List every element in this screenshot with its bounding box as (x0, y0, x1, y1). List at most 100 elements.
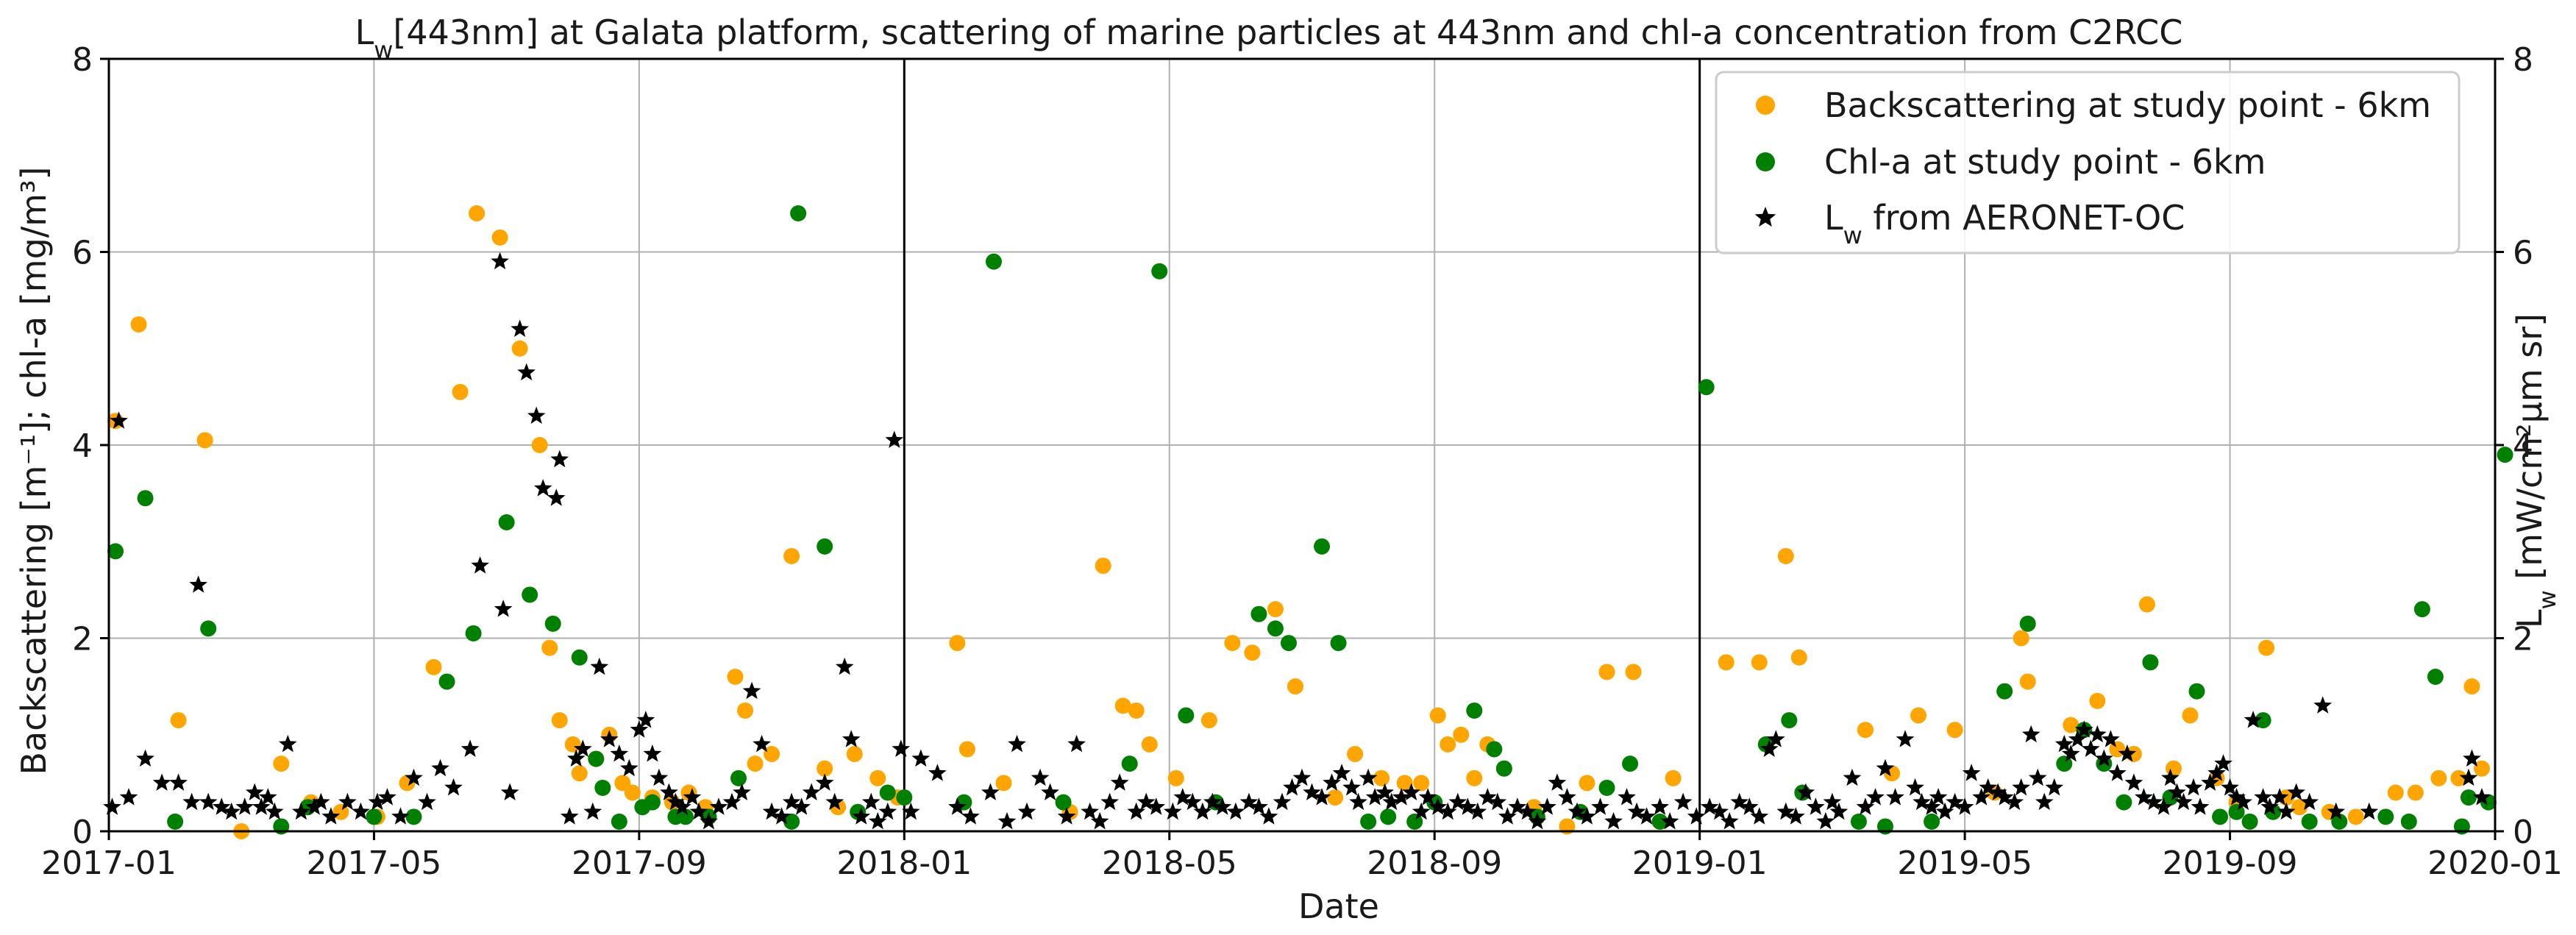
chart-title: Lw[443nm] at Galata platform, scattering… (355, 13, 2183, 64)
x-tick-label: 2019-05 (1897, 845, 2032, 882)
backscattering-point (869, 769, 886, 786)
lw-point (1081, 802, 1099, 820)
lw-point (1203, 792, 1222, 811)
lw-point (1627, 802, 1646, 820)
lw-point (825, 792, 844, 811)
data-layer (103, 205, 2513, 839)
series-chla (107, 205, 2513, 835)
legend-marker-lw (1754, 207, 1776, 227)
lw-point (1250, 797, 1268, 815)
lw-point (1687, 807, 1706, 825)
lw-point (802, 783, 821, 800)
lw-point (1498, 807, 1517, 825)
legend-label-lw: Lw from AERONET-OC (1824, 198, 2185, 249)
backscattering-point (1200, 712, 1217, 729)
chla-point (1598, 779, 1615, 796)
x-tick-label: 2018-05 (1102, 845, 1237, 882)
legend-label-lw-subscript: w (1843, 221, 1862, 249)
lw-point (2082, 739, 2100, 757)
lw-point (2088, 725, 2107, 743)
lw-point (1067, 734, 1086, 753)
chla-point (1651, 813, 1668, 830)
lw-point (1508, 797, 1527, 815)
lw-point (636, 711, 655, 728)
lw-point (378, 788, 396, 806)
chla-point (200, 620, 217, 637)
lw-point (660, 783, 678, 800)
lw-point (312, 792, 330, 811)
lw-point (1962, 764, 1981, 781)
chla-point (2400, 813, 2417, 830)
lw-point (2277, 802, 2296, 820)
lw-point (892, 739, 911, 757)
legend-marker-chla (1756, 152, 1775, 171)
backscattering-point (2165, 760, 2182, 777)
lw-point (136, 749, 154, 767)
chla-point (522, 586, 538, 603)
lw-point (815, 773, 834, 791)
backscattering-point (1665, 769, 1682, 786)
lw-point (500, 783, 519, 800)
backscattering-point (949, 635, 966, 652)
chla-point (1250, 605, 1267, 622)
lw-point (321, 807, 341, 825)
lw-point (1283, 778, 1301, 796)
lw-point (1041, 783, 1059, 800)
lw-point (2074, 720, 2093, 738)
lw-point (835, 657, 854, 675)
x-tick-label: 2017-09 (572, 845, 707, 882)
backscattering-point (1857, 722, 1874, 739)
y-tick-label-left: 2 (72, 621, 93, 658)
lw-point (997, 811, 1017, 830)
lw-point (510, 319, 530, 337)
lw-point (182, 792, 201, 811)
lw-point (1922, 797, 1941, 815)
backscattering-point (1429, 707, 1446, 724)
chla-point (1267, 620, 1284, 637)
backscattering-point (2347, 808, 2364, 825)
chla-point (1466, 702, 1483, 719)
backscattering-point (196, 432, 213, 449)
series-lw (103, 252, 2491, 830)
backscattering-point (1413, 775, 1430, 792)
backscattering-point (551, 712, 568, 729)
backscattering-point (2407, 784, 2424, 801)
lw-point (1710, 802, 1729, 820)
lw-point (961, 807, 980, 825)
lw-point (2327, 802, 2346, 820)
y-axis-left-ticks: 0 2 4 6 8 (72, 41, 109, 851)
lw-point (928, 764, 947, 781)
lw-point (1604, 811, 1623, 830)
chla-point (816, 538, 833, 555)
lw-point (110, 411, 128, 429)
chla-point (2255, 712, 2271, 729)
lw-point (1766, 730, 1785, 747)
lw-point (1349, 792, 1367, 811)
lw-point (666, 792, 685, 811)
lw-point (460, 739, 480, 757)
lw-point (1740, 797, 1759, 815)
lw-point (352, 802, 370, 820)
lw-point (1876, 758, 1895, 777)
chla-point (544, 615, 561, 632)
lw-point (2035, 792, 2054, 811)
lw-point (733, 783, 751, 800)
backscattering-point (2430, 769, 2447, 786)
backscattering-point (1625, 664, 1642, 680)
backscattering-point (130, 316, 147, 333)
lw-point (620, 758, 638, 777)
lw-point (752, 734, 771, 753)
lw-point (212, 797, 231, 815)
chla-point (2377, 808, 2394, 825)
backscattering-point (1910, 707, 1927, 724)
legend-label-lw-prefix: L (1824, 198, 1843, 238)
lw-point (1700, 797, 1719, 815)
lw-point (2045, 778, 2064, 796)
lw-point (1418, 788, 1437, 806)
y-axis-label-left: Backscattering [m⁻¹]; chl-a [mg/m³] (14, 167, 54, 775)
lw-point (782, 792, 801, 811)
y-axis-label-right: Lw [mW/cm²μm sr] (2510, 313, 2561, 628)
backscattering-point (1224, 635, 1241, 652)
lw-point (902, 802, 920, 820)
